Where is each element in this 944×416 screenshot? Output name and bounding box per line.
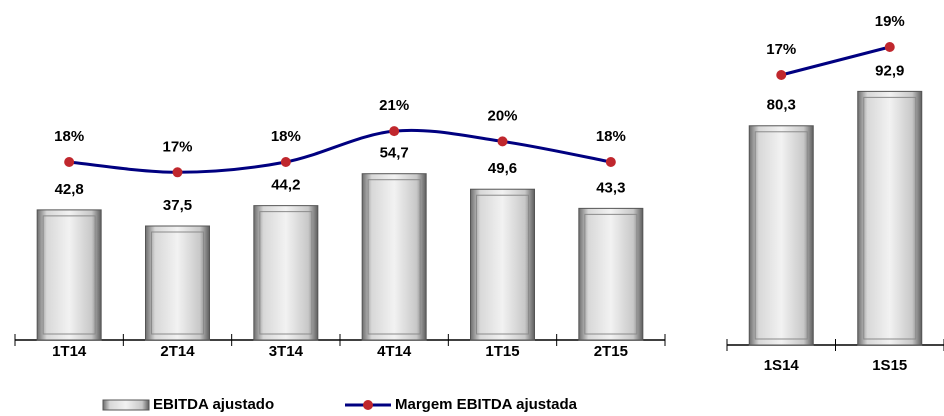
- bar-bevel: [863, 96, 917, 340]
- line-value-label: 21%: [379, 97, 409, 114]
- line-marker: [884, 42, 895, 52]
- bar-value-label: 44,2: [271, 177, 300, 194]
- legend-label: Margem EBITDA ajustada: [395, 396, 578, 413]
- x-tick-label: 3T14: [269, 343, 304, 360]
- bar-value-label: 54,7: [380, 145, 409, 162]
- legend-swatch-marker: [363, 400, 373, 410]
- line-value-label: 17%: [766, 41, 796, 58]
- bar: [253, 205, 319, 341]
- line-value-label: 18%: [54, 128, 84, 145]
- line-marker: [64, 157, 75, 167]
- line-value-label: 20%: [487, 107, 517, 124]
- legend-swatch: [102, 399, 150, 411]
- bar-value-label: 92,9: [875, 62, 904, 79]
- bar-value-label: 43,3: [596, 179, 625, 196]
- bar-bevel: [754, 131, 808, 340]
- bar-value-label: 37,5: [163, 197, 192, 214]
- bar: [36, 209, 102, 341]
- bar-value-label: 80,3: [767, 97, 796, 114]
- bar-value-label: 42,8: [55, 181, 84, 198]
- x-tick-label: 4T14: [377, 343, 412, 360]
- bar-bevel: [584, 213, 638, 335]
- bar-bevel: [151, 231, 204, 335]
- line-marker: [497, 136, 508, 147]
- x-tick-label: 1S15: [872, 357, 907, 374]
- x-tick-label: 1S14: [764, 357, 800, 374]
- line-marker: [280, 157, 291, 167]
- line-marker: [172, 167, 183, 178]
- bar: [578, 207, 644, 341]
- legend-label: EBITDA ajustado: [153, 396, 274, 413]
- x-tick-label: 2T14: [160, 343, 195, 360]
- bar: [857, 90, 923, 346]
- x-tick-label: 1T15: [485, 343, 519, 360]
- bar: [748, 125, 814, 346]
- bar: [361, 173, 427, 341]
- bar-bevel: [42, 215, 96, 335]
- bar-bevel: [259, 211, 313, 335]
- line-marker: [776, 70, 787, 80]
- line-marker: [389, 126, 400, 137]
- line-value-label: 17%: [162, 138, 192, 155]
- x-tick-label: 2T15: [594, 343, 628, 360]
- line-value-label: 18%: [596, 128, 626, 145]
- line: [69, 128, 612, 174]
- line-marker: [605, 157, 616, 167]
- line: [780, 45, 891, 77]
- line-value-label: 19%: [875, 13, 905, 30]
- bar-bevel: [367, 179, 421, 335]
- line-value-label: 18%: [271, 128, 301, 145]
- bar-bevel: [476, 194, 529, 335]
- bar-value-label: 49,6: [488, 160, 517, 177]
- bar: [145, 225, 210, 341]
- bar: [470, 188, 535, 341]
- x-tick-label: 1T14: [52, 343, 87, 360]
